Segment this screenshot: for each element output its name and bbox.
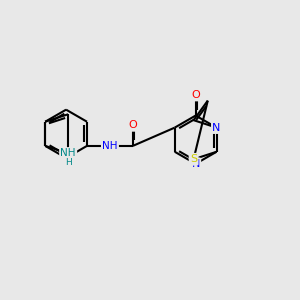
Text: O: O [128,120,137,130]
Text: NH: NH [102,141,118,151]
Text: N: N [212,123,221,133]
Text: N: N [191,159,200,169]
Text: O: O [191,90,200,100]
Text: H: H [65,158,71,167]
Text: S: S [190,154,197,164]
Text: NH: NH [60,148,76,158]
